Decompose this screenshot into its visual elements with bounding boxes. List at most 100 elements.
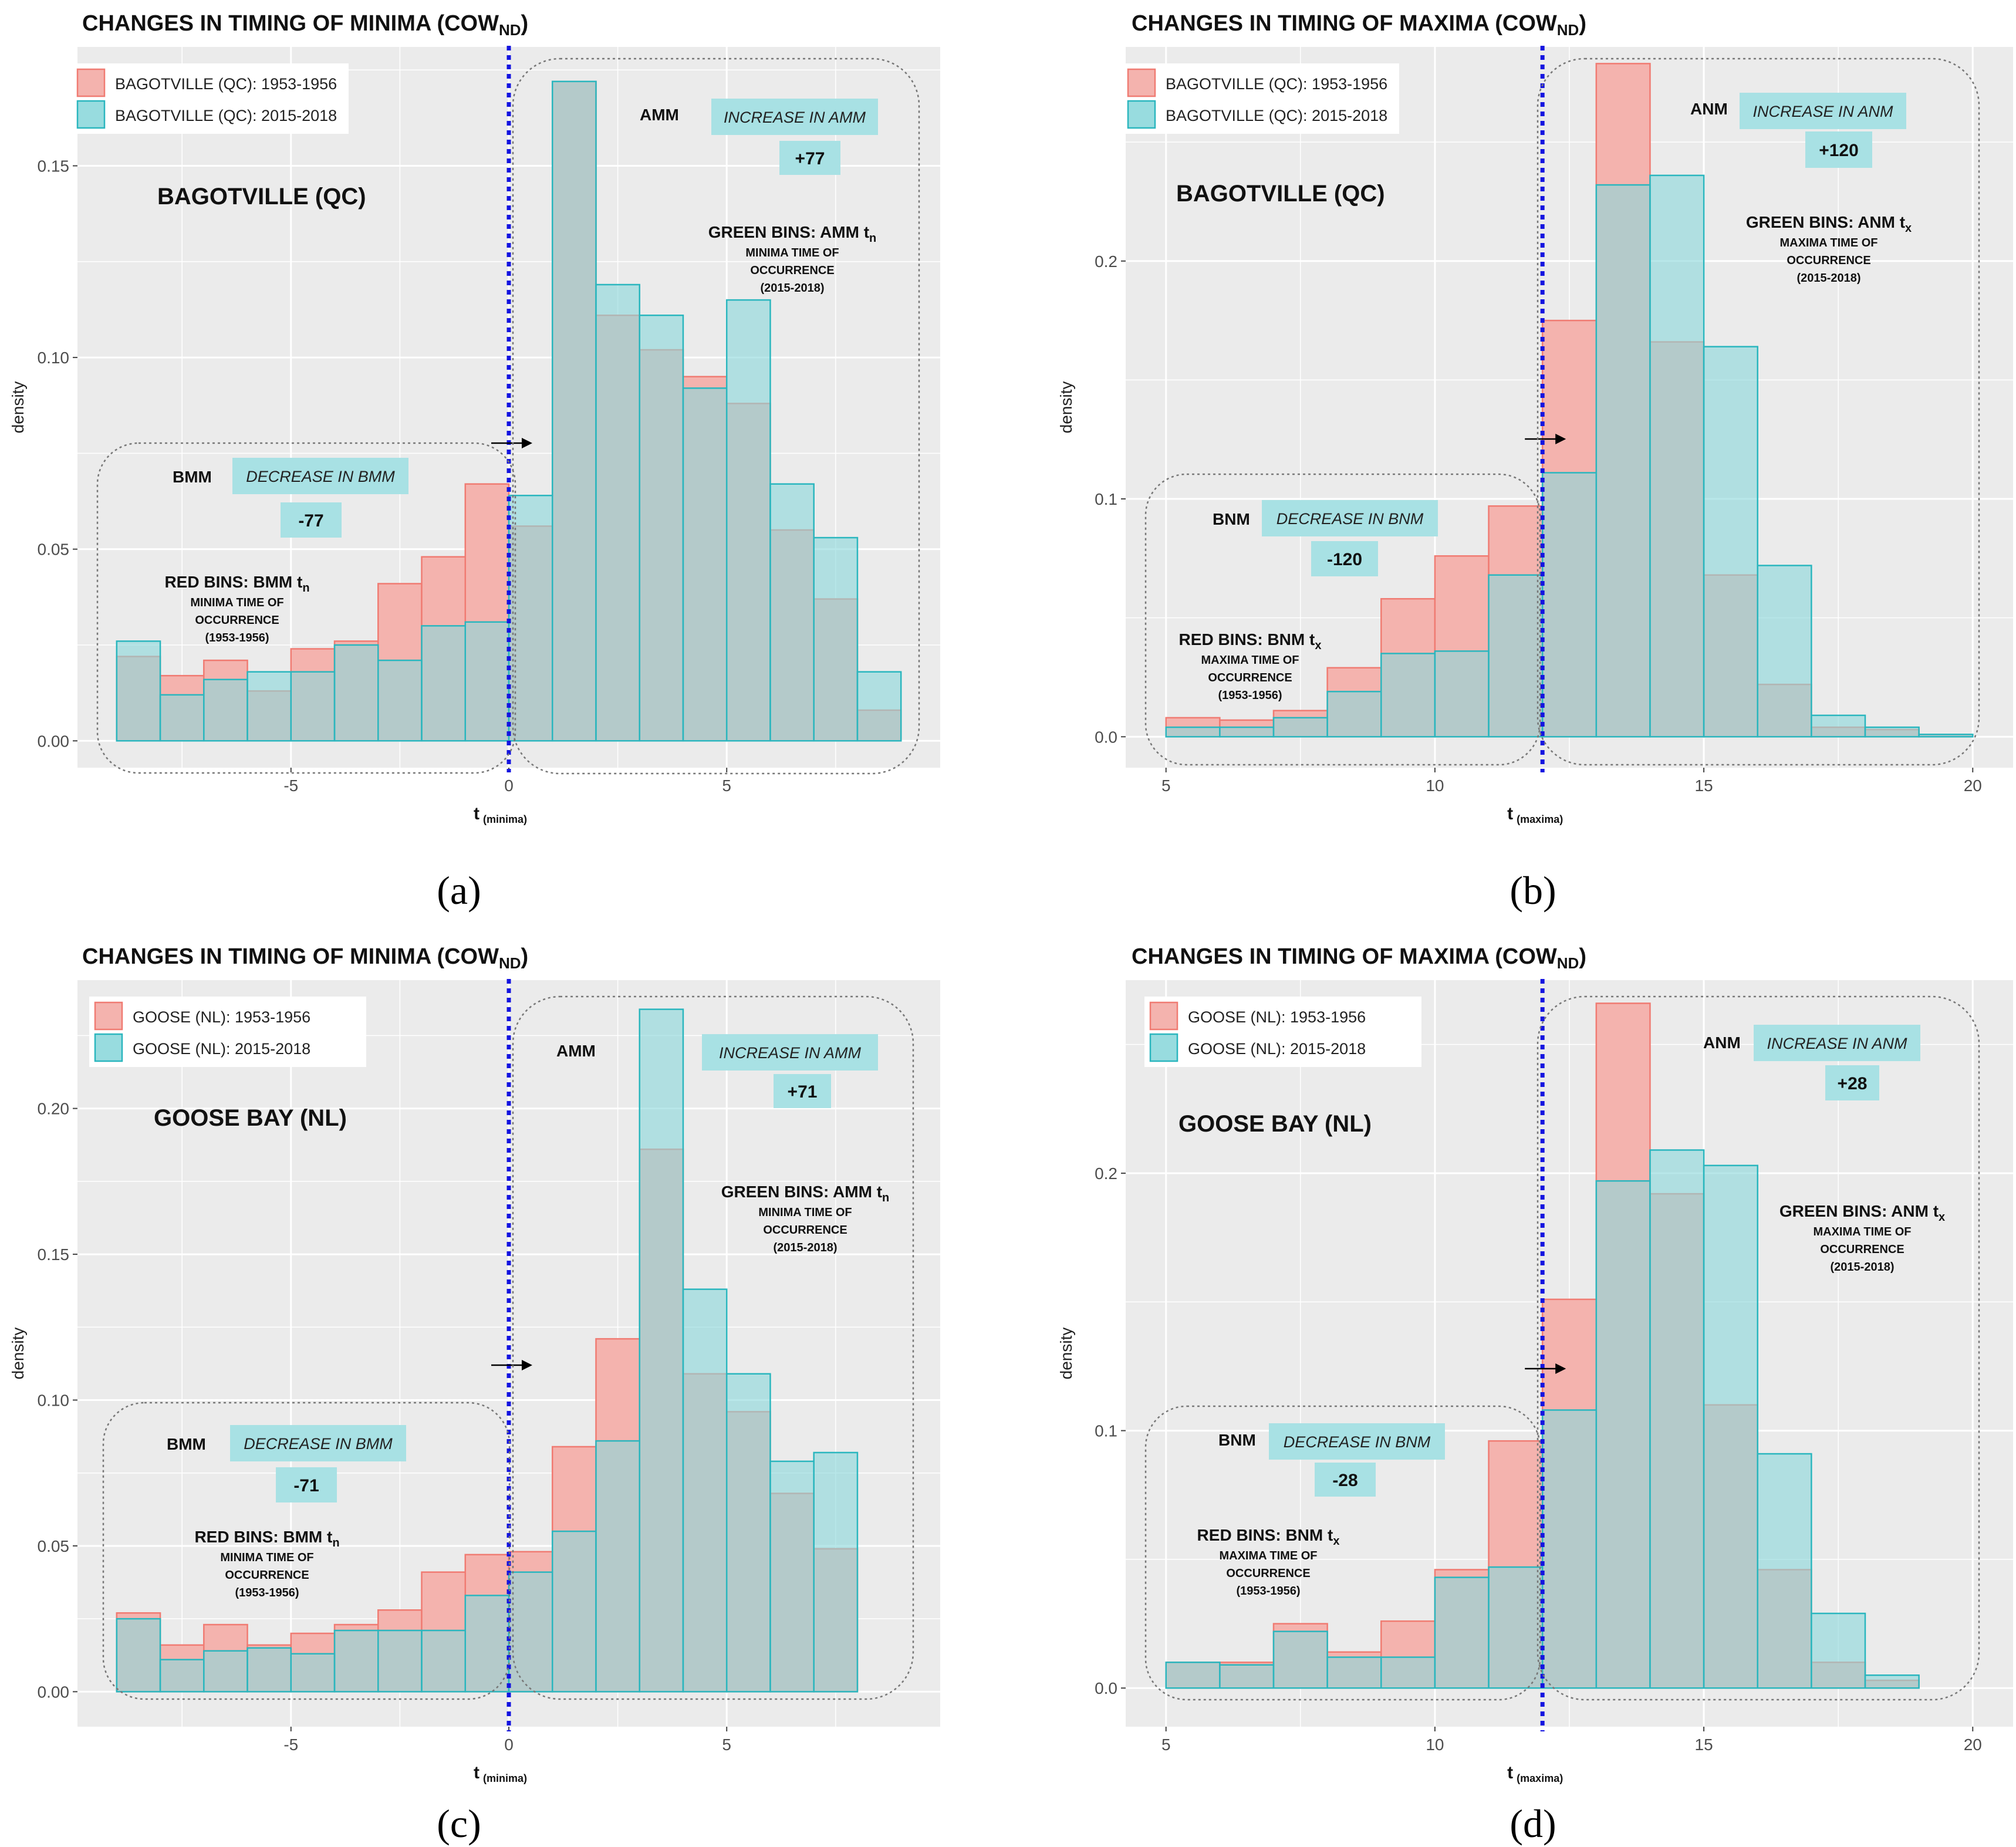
after-badge-text: INCREASE IN AMM bbox=[724, 109, 866, 126]
before-note-line: (1953-1956) bbox=[1218, 689, 1282, 702]
histogram-bars bbox=[1165, 1002, 1920, 1689]
legend-background bbox=[1122, 63, 1399, 134]
legend-label: GOOSE (NL): 1953-1956 bbox=[133, 1008, 310, 1026]
after-label: ANM bbox=[1703, 1034, 1741, 1052]
before-note-line: (1953-1956) bbox=[205, 632, 269, 644]
after-badge-text: INCREASE IN ANM bbox=[1752, 103, 1893, 120]
before-badge-text: DECREASE IN BNM bbox=[1277, 510, 1424, 528]
x-tick-label: 15 bbox=[1695, 776, 1713, 795]
legend-key bbox=[1149, 1033, 1178, 1062]
bar-2015-2018 bbox=[1165, 726, 1221, 738]
before-value-box bbox=[276, 1467, 337, 1502]
bar-2015-2018 bbox=[508, 1571, 553, 1693]
bar-2015-2018 bbox=[813, 1451, 859, 1693]
arrow-head bbox=[1555, 1363, 1566, 1374]
legend-label: BAGOTVILLE (QC): 1953-1956 bbox=[115, 75, 337, 93]
chart-panel-b: CHANGES IN TIMING OF MAXIMA (COWND) 5 10 15… bbox=[1057, 11, 2013, 913]
chart-title-main: CHANGES IN TIMING OF MAXIMA (COW bbox=[1132, 944, 1557, 969]
y-tick-label: 0.2 bbox=[1095, 1164, 1117, 1183]
chart-panel-d: CHANGES IN TIMING OF MAXIMA (COWND) 5 10 15… bbox=[1057, 944, 2013, 1846]
before-value-box bbox=[281, 502, 342, 538]
axes: -5 0 5 0.00 0.05 0.10 0.15 0.20 density t (minima) bbox=[9, 1100, 731, 1784]
station-label: GOOSE BAY (NL) bbox=[154, 1105, 347, 1131]
x-axis-label-subscript: (maxima) bbox=[1517, 813, 1563, 825]
chart-title-end: ) bbox=[521, 11, 529, 36]
bar-2015-2018 bbox=[1703, 1164, 1758, 1689]
bar-2015-2018 bbox=[1595, 1180, 1651, 1689]
after-note-line: MINIMA TIME OF bbox=[745, 247, 839, 259]
bar-2015-2018 bbox=[682, 1288, 728, 1693]
bar-2015-2018 bbox=[813, 536, 859, 742]
after-note-line: MINIMA TIME OF bbox=[758, 1206, 852, 1219]
station-label: GOOSE BAY (NL) bbox=[1178, 1111, 1372, 1137]
before-group-box bbox=[1144, 1405, 1541, 1701]
legend-key bbox=[94, 1001, 123, 1031]
after-note-line: OCCURRENCE bbox=[750, 264, 834, 277]
after-note-title: GREEN BINS: ANM tx bbox=[1779, 1202, 1945, 1224]
chart-title-main: CHANGES IN TIMING OF MINIMA (COW bbox=[82, 11, 499, 36]
arrow-head bbox=[1555, 434, 1566, 444]
before-annotation: BMM DECREASE IN BMM -71 RED BINS: BMM tn MIN… bbox=[167, 1425, 406, 1599]
bar-2015-2018 bbox=[1272, 717, 1328, 738]
after-note-title-main: GREEN BINS: ANM t bbox=[1779, 1202, 1939, 1220]
before-note-title-main: RED BINS: BNM t bbox=[1179, 630, 1315, 649]
bar-2015-2018 bbox=[464, 621, 510, 742]
legend: GOOSE (NL): 1953-1956 GOOSE (NL): 2015-20… bbox=[89, 997, 366, 1067]
after-label: ANM bbox=[1690, 100, 1728, 118]
bar-2015-2018 bbox=[639, 1008, 684, 1693]
bar-2015-2018 bbox=[595, 1440, 640, 1693]
after-note-title-subscript: x bbox=[1905, 222, 1912, 235]
y-tick-label: 0.05 bbox=[38, 1537, 70, 1555]
after-value: +77 bbox=[795, 149, 825, 168]
after-badge-text: INCREASE IN AMM bbox=[719, 1044, 862, 1062]
bar-2015-2018 bbox=[1541, 1409, 1598, 1689]
before-value: -77 bbox=[298, 511, 323, 531]
after-note-line: (2015-2018) bbox=[774, 1241, 838, 1254]
bar-2015-2018 bbox=[290, 1653, 336, 1693]
bar-2015-2018 bbox=[1541, 472, 1598, 738]
before-group-box bbox=[102, 1402, 511, 1700]
bar-2015-2018 bbox=[1488, 1566, 1544, 1689]
histogram-bars bbox=[1165, 63, 1974, 738]
x-tick-label: 10 bbox=[1426, 1735, 1444, 1754]
before-note-title-main: RED BINS: BNM t bbox=[1197, 1526, 1333, 1544]
chart-title-end: ) bbox=[1579, 944, 1586, 969]
before-note-title-subscript: n bbox=[332, 1537, 339, 1549]
after-value: +28 bbox=[1838, 1074, 1868, 1093]
after-value: +120 bbox=[1819, 141, 1859, 160]
bar-2015-2018 bbox=[1703, 346, 1758, 738]
bar-2015-2018 bbox=[1811, 1612, 1866, 1689]
panel-caption: (b) bbox=[1510, 868, 1556, 913]
y-axis-label: density bbox=[1057, 381, 1075, 434]
y-tick-label: 0.2 bbox=[1095, 252, 1117, 271]
bar-2015-2018 bbox=[1864, 1674, 1920, 1689]
bar-2015-2018 bbox=[1380, 653, 1436, 738]
before-note-line: MINIMA TIME OF bbox=[190, 596, 283, 609]
before-value-box bbox=[1311, 541, 1378, 576]
bar-2015-2018 bbox=[1326, 1656, 1382, 1689]
chart-title: CHANGES IN TIMING OF MINIMA (COWND) bbox=[82, 11, 528, 39]
before-label: BNM bbox=[1218, 1431, 1256, 1449]
legend-background bbox=[1144, 997, 1421, 1067]
x-axis-label: t (maxima) bbox=[1507, 1763, 1563, 1784]
before-badge bbox=[1269, 1423, 1445, 1460]
bar-2015-2018 bbox=[1380, 1656, 1436, 1689]
before-badge bbox=[232, 458, 408, 494]
before-note-line: MINIMA TIME OF bbox=[220, 1551, 313, 1564]
y-axis-label: density bbox=[9, 381, 27, 434]
after-note-line: (2015-2018) bbox=[1797, 272, 1861, 285]
chart-title-main: CHANGES IN TIMING OF MINIMA (COW bbox=[82, 944, 499, 969]
bar-2015-2018 bbox=[333, 1629, 379, 1693]
after-note-title-subscript: n bbox=[869, 232, 876, 245]
arrow-head bbox=[522, 438, 532, 448]
x-axis-label: t (minima) bbox=[474, 1763, 527, 1784]
shift-arrow-icon bbox=[1525, 434, 1566, 444]
bar-2015-2018 bbox=[464, 1595, 510, 1693]
after-note-title-main: GREEN BINS: AMM t bbox=[708, 223, 869, 241]
x-axis-label-subscript: (minima) bbox=[483, 1772, 527, 1784]
x-tick-label: 5 bbox=[1161, 1735, 1171, 1754]
after-note-title-subscript: n bbox=[882, 1191, 889, 1204]
after-group-box bbox=[1537, 995, 1980, 1701]
y-axis-label: density bbox=[1057, 1328, 1075, 1380]
